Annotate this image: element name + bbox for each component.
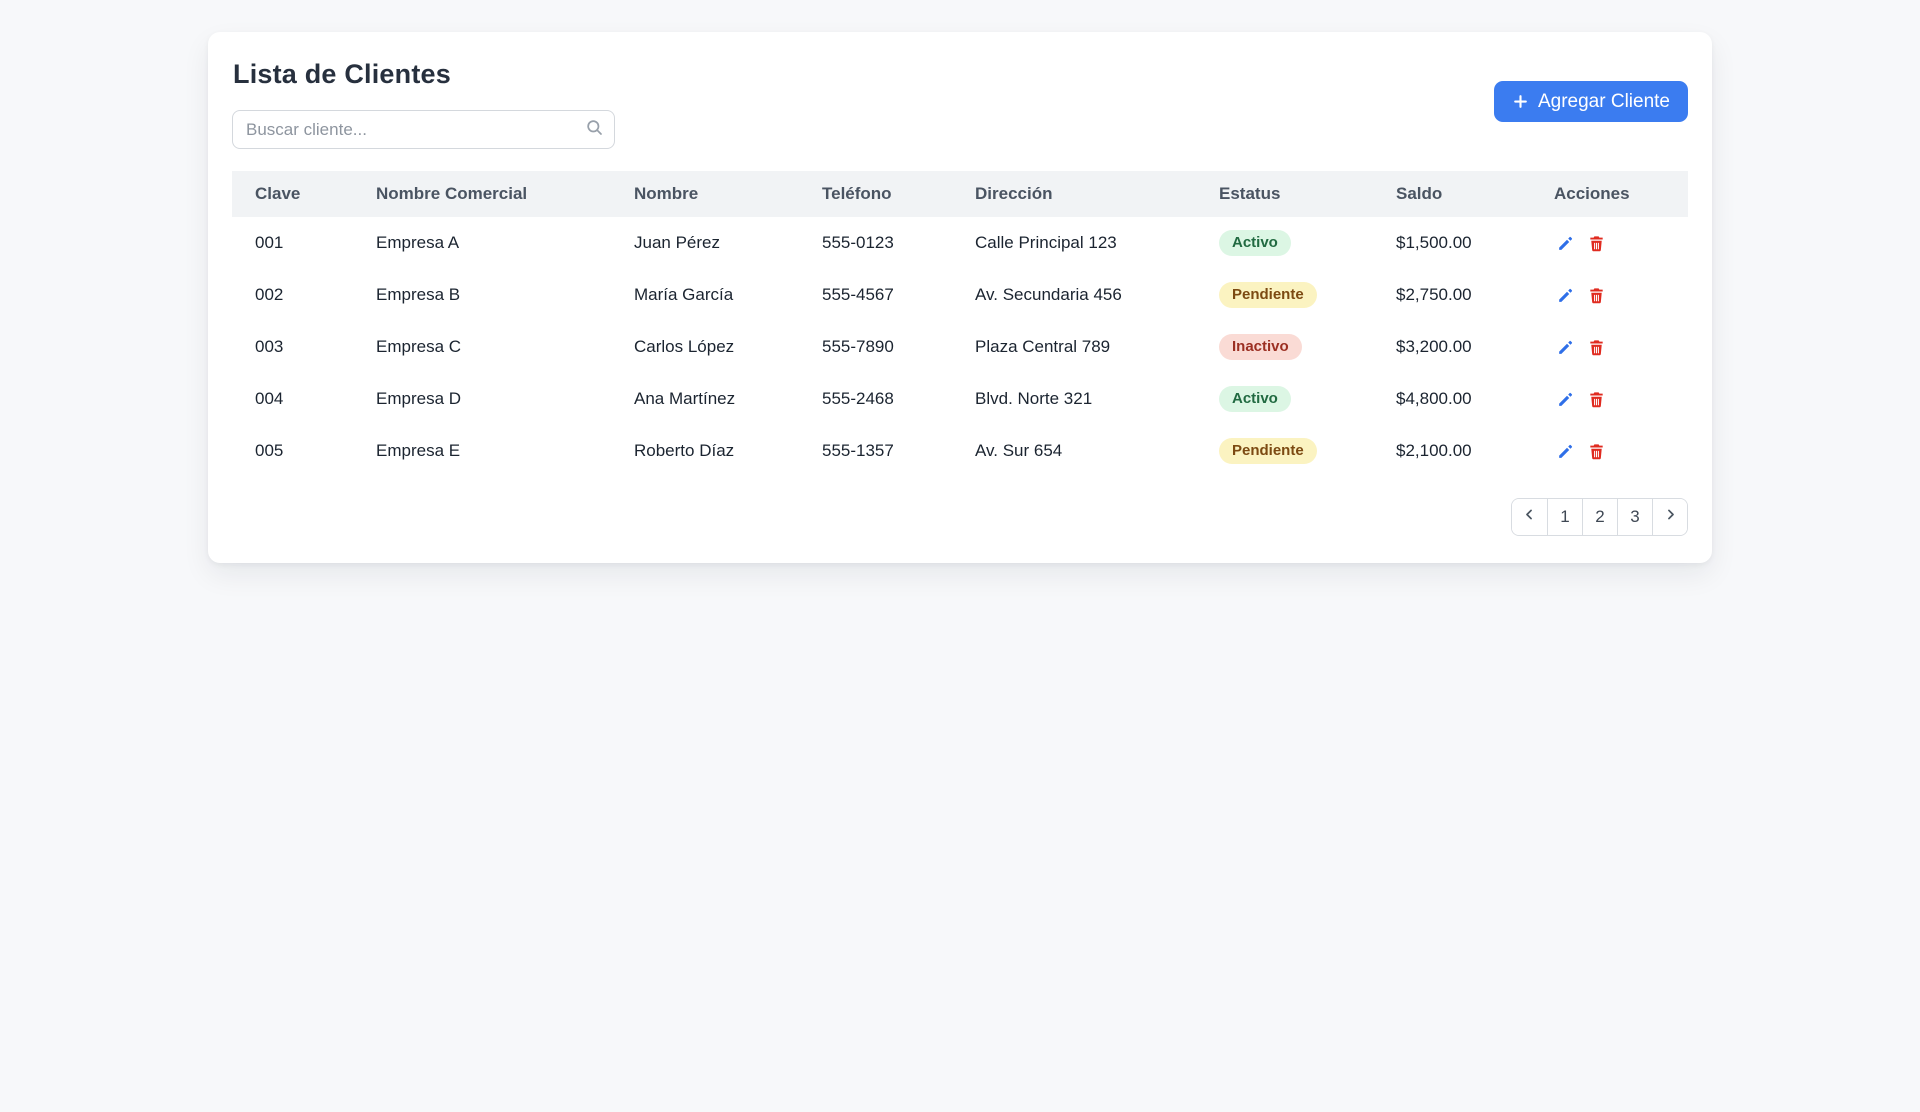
cell-estatus: Activo [1196, 373, 1373, 425]
delete-button[interactable] [1585, 336, 1608, 359]
clients-table: Clave Nombre Comercial Nombre Teléfono Direc… [232, 171, 1688, 477]
edit-pencil-icon [1556, 286, 1575, 305]
page-title: Lista de Clientes [233, 59, 451, 89]
column-header-nombre: Nombre [611, 171, 799, 217]
edit-button[interactable] [1554, 440, 1577, 463]
table-row: 002 Empresa B María García 555-4567 Av. Secu… [232, 269, 1688, 321]
cell-estatus: Pendiente [1196, 269, 1373, 321]
column-header-saldo: Saldo [1373, 171, 1531, 217]
cell-estatus: Activo [1196, 217, 1373, 269]
edit-button[interactable] [1554, 336, 1577, 359]
column-header-acciones: Acciones [1531, 171, 1688, 217]
trash-icon [1587, 338, 1606, 357]
column-header-telefono: Teléfono [799, 171, 952, 217]
cell-direccion: Av. Sur 654 [952, 425, 1196, 477]
edit-button[interactable] [1554, 232, 1577, 255]
status-badge: Pendiente [1219, 437, 1317, 465]
search-input[interactable] [232, 110, 615, 149]
column-header-estatus: Estatus [1196, 171, 1373, 217]
pagination-page-2[interactable]: 2 [1582, 499, 1617, 535]
trash-icon [1587, 286, 1606, 305]
cell-nombre: Roberto Díaz [611, 425, 799, 477]
pagination-next-button[interactable] [1652, 499, 1687, 535]
trash-icon [1587, 442, 1606, 461]
column-header-direccion: Dirección [952, 171, 1196, 217]
pagination-prev-button[interactable] [1512, 499, 1547, 535]
cell-nombre: Carlos López [611, 321, 799, 373]
edit-pencil-icon [1556, 338, 1575, 357]
add-client-label: Agregar Cliente [1537, 90, 1670, 112]
table-row: 004 Empresa D Ana Martínez 555-2468 Blvd. No… [232, 373, 1688, 425]
table-header-row: Clave Nombre Comercial Nombre Teléfono Direc… [232, 171, 1688, 217]
cell-telefono: 555-4567 [799, 269, 952, 321]
cell-nombre: Ana Martínez [611, 373, 799, 425]
delete-button[interactable] [1585, 232, 1608, 255]
cell-clave: 002 [232, 269, 353, 321]
cell-clave: 005 [232, 425, 353, 477]
cell-telefono: 555-0123 [799, 217, 952, 269]
edit-button[interactable] [1554, 388, 1577, 411]
cell-saldo: $1,500.00 [1373, 217, 1531, 269]
cell-nombre: Juan Pérez [611, 217, 799, 269]
cell-acciones [1531, 321, 1688, 373]
edit-button[interactable] [1554, 284, 1577, 307]
cell-acciones [1531, 269, 1688, 321]
cell-telefono: 555-1357 [799, 425, 952, 477]
cell-clave: 003 [232, 321, 353, 373]
cell-acciones [1531, 373, 1688, 425]
status-badge: Activo [1219, 229, 1291, 257]
search-box [232, 110, 615, 149]
cell-estatus: Inactivo [1196, 321, 1373, 373]
chevron-left-icon [1522, 507, 1537, 527]
cell-nombre: María García [611, 269, 799, 321]
trash-icon [1587, 390, 1606, 409]
trash-icon [1587, 234, 1606, 253]
edit-pencil-icon [1556, 390, 1575, 409]
delete-button[interactable] [1585, 284, 1608, 307]
cell-nombre-comercial: Empresa E [353, 425, 611, 477]
edit-pencil-icon [1556, 234, 1575, 253]
clients-card: Lista de Clientes Agregar Cliente ClaveN… [208, 32, 1712, 563]
status-badge: Activo [1219, 385, 1291, 413]
cell-acciones [1531, 217, 1688, 269]
chevron-right-icon [1663, 507, 1678, 527]
add-client-button[interactable]: Agregar Cliente [1493, 81, 1688, 122]
cell-direccion: Blvd. Norte 321 [952, 373, 1196, 425]
plus-icon [1512, 93, 1529, 110]
cell-nombre-comercial: Empresa D [353, 373, 611, 425]
pagination-page-3[interactable]: 3 [1617, 499, 1652, 535]
status-badge: Pendiente [1219, 281, 1317, 309]
cell-direccion: Plaza Central 789 [952, 321, 1196, 373]
table-row: 001 Empresa A Juan Pérez 555-0123 Calle Prin… [232, 217, 1688, 269]
cell-nombre-comercial: Empresa B [353, 269, 611, 321]
cell-clave: 004 [232, 373, 353, 425]
cell-direccion: Av. Secundaria 456 [952, 269, 1196, 321]
cell-saldo: $2,100.00 [1373, 425, 1531, 477]
table-row: 005 Empresa E Roberto Díaz 555-1357 Av. Sur … [232, 425, 1688, 477]
cell-telefono: 555-7890 [799, 321, 952, 373]
column-header-clave: Clave [232, 171, 353, 217]
cell-saldo: $2,750.00 [1373, 269, 1531, 321]
cell-direccion: Calle Principal 123 [952, 217, 1196, 269]
delete-button[interactable] [1585, 388, 1608, 411]
cell-saldo: $4,800.00 [1373, 373, 1531, 425]
cell-telefono: 555-2468 [799, 373, 952, 425]
table-row: 003 Empresa C Carlos López 555-7890 Plaza Ce… [232, 321, 1688, 373]
status-badge: Inactivo [1219, 333, 1302, 361]
delete-button[interactable] [1585, 440, 1608, 463]
column-header-nombre-comercial: Nombre Comercial [353, 171, 611, 217]
cell-acciones [1531, 425, 1688, 477]
cell-nombre-comercial: Empresa A [353, 217, 611, 269]
edit-pencil-icon [1556, 442, 1575, 461]
cell-clave: 001 [232, 217, 353, 269]
cell-saldo: $3,200.00 [1373, 321, 1531, 373]
pagination-page-1[interactable]: 1 [1547, 499, 1582, 535]
cell-nombre-comercial: Empresa C [353, 321, 611, 373]
cell-estatus: Pendiente [1196, 425, 1373, 477]
